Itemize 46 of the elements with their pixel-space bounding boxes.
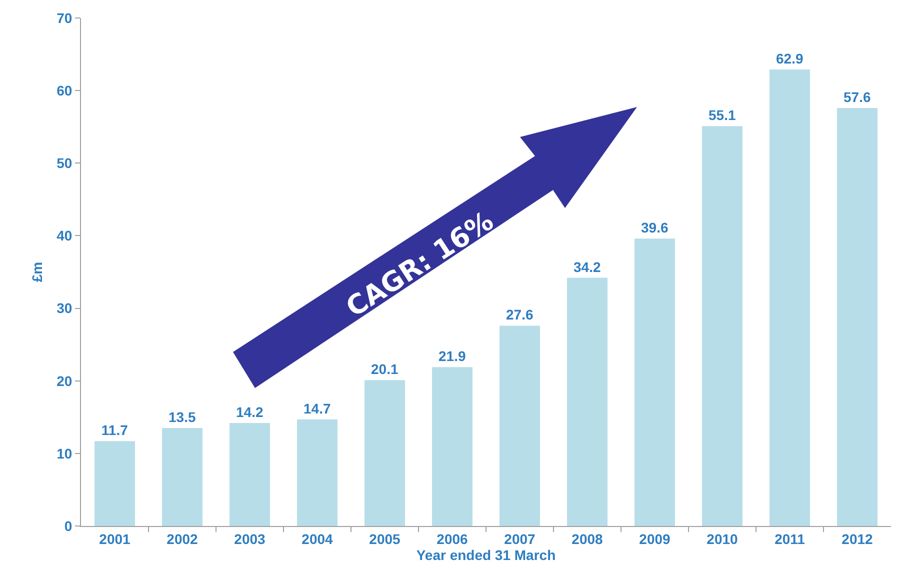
y-tick-label: 20 — [56, 372, 72, 389]
bar — [567, 278, 608, 526]
x-tick-label: 2007 — [504, 530, 536, 547]
bar — [230, 422, 270, 526]
y-tick-label: 50 — [56, 155, 72, 172]
data-label: 11.7 — [101, 422, 128, 438]
data-label: 55.1 — [708, 107, 736, 124]
bar — [162, 428, 202, 526]
data-label: 57.6 — [844, 88, 871, 105]
bar — [432, 367, 472, 526]
bar — [297, 419, 338, 526]
data-label: 27.6 — [506, 306, 534, 323]
y-tick-label: 60 — [56, 82, 72, 98]
x-tick-label: 2005 — [369, 530, 401, 547]
y-tick-label: 30 — [56, 300, 72, 316]
bar — [837, 108, 878, 526]
x-tick-label: 2003 — [234, 530, 266, 547]
y-tick-label: 10 — [56, 445, 72, 462]
x-tick-label: 2010 — [706, 530, 738, 547]
bar — [634, 238, 675, 526]
bar — [364, 380, 405, 526]
y-tick-label: 70 — [56, 10, 72, 26]
data-label: 14.7 — [304, 400, 331, 416]
y-tick-label: 40 — [56, 228, 72, 244]
x-tick-label: 2001 — [99, 530, 131, 547]
data-label: 34.2 — [574, 258, 601, 275]
bar — [500, 326, 540, 526]
data-label: 13.5 — [168, 409, 196, 426]
data-label: 39.6 — [641, 220, 668, 236]
x-axis-title: Year ended 31 March — [416, 547, 556, 564]
bar — [770, 70, 810, 526]
x-tick-label: 2008 — [572, 530, 604, 547]
data-label: 62.9 — [776, 50, 804, 67]
y-tick-label: 0 — [64, 518, 72, 534]
x-tick-label: 2011 — [774, 530, 806, 547]
bar — [702, 126, 742, 526]
data-label: 20.1 — [371, 361, 398, 378]
data-label: 21.9 — [438, 348, 466, 364]
x-tick-label: 2012 — [842, 530, 874, 547]
x-tick-label: 2002 — [166, 530, 198, 547]
x-tick-label: 2006 — [436, 530, 468, 547]
bar — [94, 441, 135, 526]
y-axis-title: £m — [29, 262, 46, 282]
x-tick-label: 2004 — [302, 530, 334, 547]
x-tick-label: 2009 — [639, 530, 671, 547]
data-label: 14.2 — [236, 404, 264, 420]
